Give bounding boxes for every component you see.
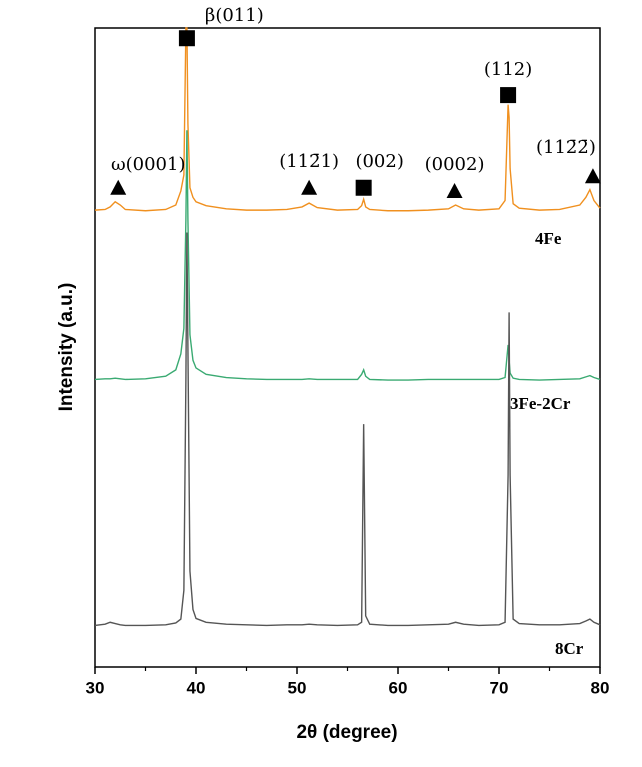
peak-label: (112)	[484, 59, 532, 80]
peak-label: (002)	[355, 151, 403, 172]
x-tick-label: 50	[288, 678, 307, 697]
peak-marker	[584, 168, 601, 184]
x-axis-label: 2θ (degree)	[296, 722, 397, 743]
x-tick-label: 40	[187, 678, 206, 697]
peak-label: (112̄1)	[279, 151, 339, 172]
peak-marker	[110, 179, 127, 195]
y-axis-label: Intensity (a.u.)	[56, 283, 77, 412]
series-line	[94, 232, 601, 627]
series-label: 8Cr	[555, 639, 584, 658]
x-tick-label: 80	[591, 678, 610, 697]
series-line	[94, 27, 601, 212]
peak-marker	[446, 182, 463, 198]
peak-label: β(011)	[205, 5, 264, 26]
series-label: 3Fe-2Cr	[510, 394, 571, 413]
x-tick-label: 30	[86, 678, 105, 697]
series-label: 4Fe	[535, 229, 562, 248]
peak-marker	[178, 30, 195, 47]
x-tick-label: 70	[490, 678, 509, 697]
peak-marker	[301, 179, 318, 195]
peak-label: (0002)	[425, 154, 485, 175]
peak-label: ω(0001)	[111, 154, 186, 175]
x-tick-label: 60	[389, 678, 408, 697]
series-line	[94, 130, 601, 381]
plot-frame	[94, 27, 601, 668]
peak-label: (112̄2̄)	[536, 137, 596, 158]
peak-marker	[500, 87, 517, 104]
peak-marker	[355, 179, 372, 196]
